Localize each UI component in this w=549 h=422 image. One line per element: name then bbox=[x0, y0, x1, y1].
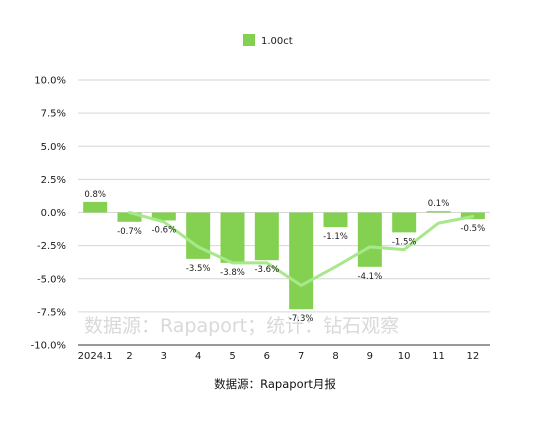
bar bbox=[151, 212, 176, 221]
y-tick-label: 7.5% bbox=[41, 109, 66, 120]
bar bbox=[426, 211, 451, 213]
data-label: 0.8% bbox=[84, 190, 106, 200]
data-label: -3.6% bbox=[254, 265, 279, 275]
x-tick-label: 8 bbox=[332, 351, 338, 362]
bar bbox=[392, 212, 417, 233]
bar bbox=[254, 212, 279, 261]
x-tick-label: 12 bbox=[466, 351, 479, 362]
y-tick-label: 0.0% bbox=[41, 208, 66, 219]
x-tick-label: 9 bbox=[367, 351, 373, 362]
y-tick-label: -7.5% bbox=[37, 307, 66, 318]
data-label: -1.5% bbox=[392, 237, 417, 247]
bar bbox=[323, 212, 348, 228]
x-axis: 2024.1 2 3 4 5 6 7 8 9 10 11 12 bbox=[78, 351, 480, 362]
x-tick-label: 2024.1 bbox=[78, 351, 113, 362]
y-tick-label: -2.5% bbox=[37, 241, 66, 252]
y-tick-label: 2.5% bbox=[41, 175, 66, 186]
y-tick-label: -5.0% bbox=[37, 274, 66, 285]
data-label: 0.1% bbox=[428, 199, 450, 209]
bar bbox=[220, 212, 245, 263]
data-label: -4.1% bbox=[357, 272, 382, 282]
data-label: -1.1% bbox=[323, 232, 348, 242]
legend-swatch bbox=[243, 34, 255, 46]
x-tick-label: 5 bbox=[229, 351, 235, 362]
y-tick-label: 5.0% bbox=[41, 142, 66, 153]
y-tick-label: 10.0% bbox=[34, 76, 66, 87]
data-label: -0.5% bbox=[460, 224, 485, 234]
bar bbox=[117, 212, 142, 222]
data-label: -0.6% bbox=[151, 225, 176, 235]
data-labels: 0.8% -0.7% -0.6% -3.5% -3.8% -3.6% -7.3% -1.1% -… bbox=[84, 190, 485, 324]
bar bbox=[357, 212, 382, 267]
legend: 1.00ct bbox=[243, 34, 293, 47]
legend-label: 1.00ct bbox=[261, 36, 293, 47]
x-tick-label: 11 bbox=[432, 351, 445, 362]
y-tick-label: -10.0% bbox=[31, 341, 66, 352]
y-axis: 10.0% 7.5% 5.0% 2.5% 0.0% -2.5% -5.0% -7.5% -10.… bbox=[31, 76, 66, 352]
bar bbox=[83, 201, 108, 213]
bars bbox=[83, 201, 485, 310]
data-label: -0.7% bbox=[117, 227, 142, 237]
x-tick-label: 7 bbox=[298, 351, 304, 362]
data-label: -7.3% bbox=[289, 314, 314, 324]
trend-line bbox=[128, 211, 475, 287]
x-tick-label: 4 bbox=[195, 351, 201, 362]
bar bbox=[289, 212, 314, 310]
source-note: 数据源：Rapaport月报 bbox=[214, 377, 336, 391]
x-tick-label: 6 bbox=[264, 351, 270, 362]
x-tick-label: 10 bbox=[398, 351, 411, 362]
data-label: -3.5% bbox=[186, 264, 211, 274]
data-label: -3.8% bbox=[220, 268, 245, 278]
watermark-text: 数据源：Rapaport；统计：钻石观察 bbox=[84, 315, 399, 337]
x-tick-label: 2 bbox=[126, 351, 132, 362]
x-tick-label: 3 bbox=[161, 351, 167, 362]
